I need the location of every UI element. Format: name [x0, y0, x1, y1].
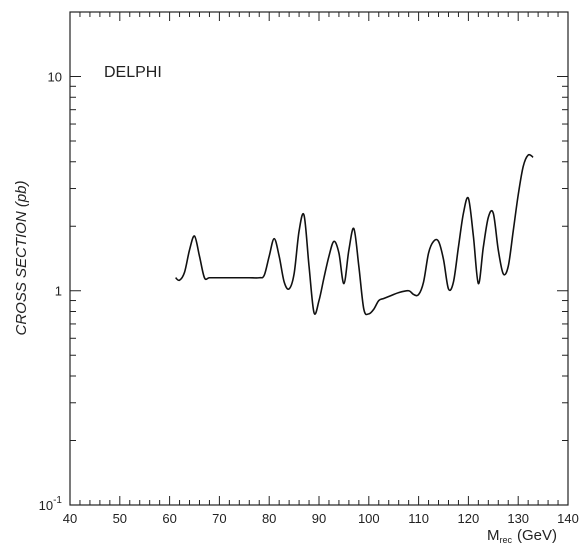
x-tick-label: 130	[507, 511, 529, 526]
x-axis-title: Mrec (GeV)	[487, 527, 557, 545]
y-tick-label: 1	[55, 284, 62, 299]
x-tick-label: 60	[162, 511, 176, 526]
y-tick-label: 10	[48, 69, 62, 84]
x-tick-label: 140	[557, 511, 579, 526]
y-tick-label: 10-1	[39, 495, 63, 513]
x-tick-label: 40	[63, 511, 77, 526]
y-axis-title: CROSS SECTION (pb)	[13, 180, 30, 335]
tick-labels: 40 50 60 70 80 90 100 110 120 130 140 10 1 10-1	[39, 69, 579, 526]
x-tick-label: 80	[262, 511, 276, 526]
x-tick-label: 100	[358, 511, 380, 526]
series-line	[175, 153, 534, 316]
x-tick-label: 50	[113, 511, 127, 526]
chart-annotation: DELPHI	[104, 64, 162, 81]
axis-ticks	[69, 11, 569, 506]
x-tick-label: 120	[458, 511, 480, 526]
x-tick-label: 70	[212, 511, 226, 526]
x-tick-label: 110	[408, 511, 429, 526]
x-tick-label: 90	[312, 511, 326, 526]
plot-frame	[69, 11, 569, 506]
